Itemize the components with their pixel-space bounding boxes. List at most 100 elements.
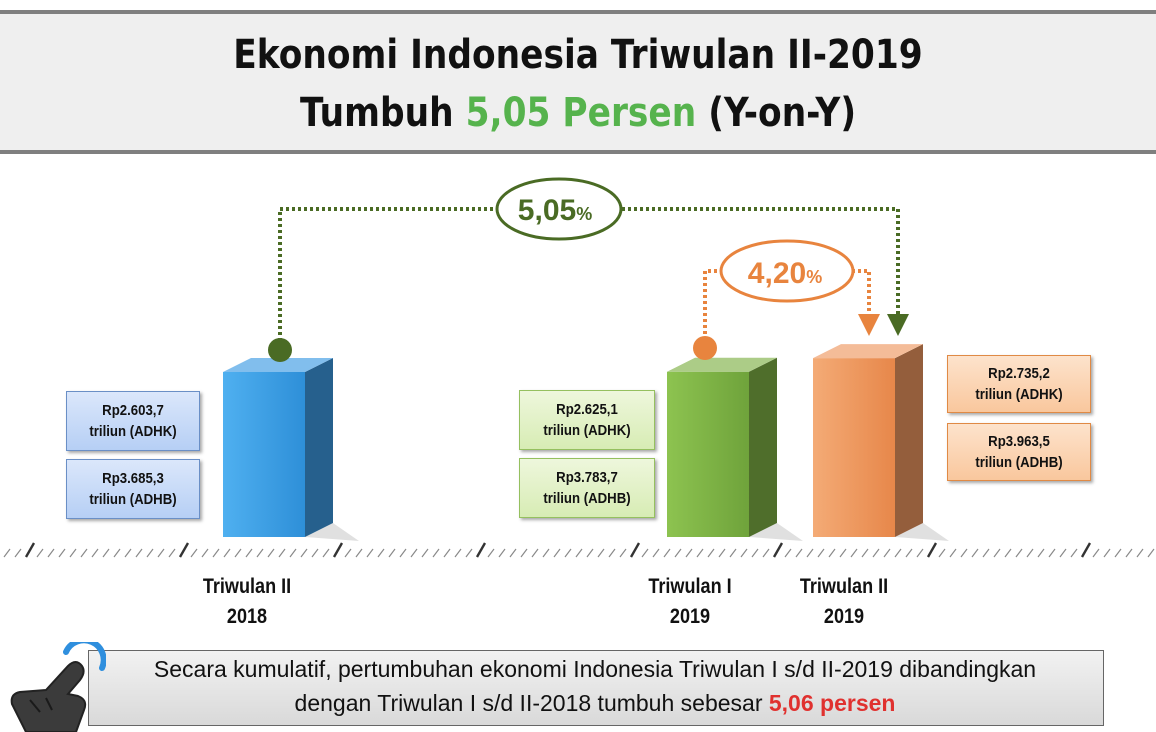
bar-shadow (749, 523, 803, 541)
connector-start-dot (268, 338, 292, 362)
floor-tick (69, 548, 77, 558)
adhk-value: Rp2.603,7 (102, 402, 164, 419)
floor-tick (344, 548, 352, 558)
floor-tick (388, 548, 396, 558)
growth-label-5-05: 5,05% (518, 194, 592, 227)
bar-front (813, 358, 895, 537)
floor-tick (135, 548, 143, 558)
connector-arrowhead (887, 314, 909, 336)
floor-tick (465, 548, 473, 558)
floor-tick (1125, 548, 1133, 558)
floor-tick (487, 548, 495, 558)
floor-tick (784, 548, 792, 558)
title-suffix: (Y-on-Y) (708, 90, 857, 136)
adhb-value: Rp3.963,5 (988, 433, 1050, 450)
floor-tick (36, 548, 44, 558)
adhk-unit: triliun (ADHK) (89, 423, 177, 440)
adhb-value: Rp3.783,7 (556, 469, 618, 486)
floor-tick (608, 548, 616, 558)
floor-tick (267, 548, 275, 558)
floor-tick (905, 548, 913, 558)
floor-tick (772, 542, 784, 558)
floor-tick (542, 548, 550, 558)
title-highlight: 5,05 Persen (465, 90, 697, 136)
growth-unit: % (806, 267, 822, 287)
floor-tick (718, 548, 726, 558)
floor-tick (443, 548, 451, 558)
note-line-2: dengan Triwulan I s/d II-2018 tumbuh seb… (88, 686, 1102, 720)
floor-line (3, 542, 1155, 558)
floor-tick (300, 548, 308, 558)
adhb-value: Rp3.685,3 (102, 470, 164, 487)
floor-tick (586, 548, 594, 558)
floor-tick (1103, 548, 1111, 558)
floor-tick (762, 548, 770, 558)
floor-tick (982, 548, 990, 558)
floor-tick (806, 548, 814, 558)
growth-badge-5-05 (495, 177, 623, 241)
category-label-q2-2018: Triwulan II 2018 (195, 572, 298, 632)
bar-0 (223, 358, 359, 541)
floor-tick (80, 548, 88, 558)
floor-tick (168, 548, 176, 558)
floor-tick (1004, 548, 1012, 558)
floor-tick (641, 548, 649, 558)
floor-tick (850, 548, 858, 558)
adhb-box-q2-2019: Rp3.963,5 triliun (ADHB) (947, 423, 1091, 481)
growth-label-4-20: 4,20% (748, 257, 822, 290)
bar-top (223, 358, 333, 372)
floor-tick (1080, 542, 1092, 558)
floor-tick (926, 542, 938, 558)
cumulative-note: Secara kumulatif, pertumbuhan ekonomi In… (88, 652, 1102, 720)
floor-tick (47, 548, 55, 558)
floor-tick (696, 548, 704, 558)
note-line-2-text: dengan Triwulan I s/d II-2018 tumbuh seb… (294, 690, 763, 716)
floor-tick (971, 548, 979, 558)
floor-tick (674, 548, 682, 558)
floor-tick (421, 548, 429, 558)
floor-tick (102, 548, 110, 558)
floor-tick (355, 548, 363, 558)
floor-tick (399, 548, 407, 558)
floor-tick (861, 548, 869, 558)
floor-tick (157, 548, 165, 558)
floor-tick (113, 548, 121, 558)
category-name: Triwulan II (202, 575, 292, 598)
category-label-q2-2019: Triwulan II 2019 (792, 572, 895, 632)
floor-tick (707, 548, 715, 558)
adhk-box-q2-2019: Rp2.735,2 triliun (ADHK) (947, 355, 1091, 413)
bar-side (895, 344, 923, 537)
floor-tick (740, 548, 748, 558)
floor-tick (839, 548, 847, 558)
note-highlight: 5,06 persen (768, 690, 896, 716)
floor-tick (201, 548, 209, 558)
category-label-q1-2019: Triwulan I 2019 (638, 572, 741, 632)
category-name: Triwulan II (799, 575, 889, 598)
adhk-value: Rp2.735,2 (988, 365, 1050, 382)
bar-2 (813, 344, 949, 541)
floor-tick (894, 548, 902, 558)
floor-tick (223, 548, 231, 558)
adhb-box-q2-2018: Rp3.685,3 triliun (ADHB) (66, 459, 200, 519)
adhk-value: Rp2.625,1 (556, 401, 618, 418)
floor-tick (1037, 548, 1045, 558)
floor-tick (883, 548, 891, 558)
floor-tick (410, 548, 418, 558)
floor-tick (531, 548, 539, 558)
adhk-box-q1-2019: Rp2.625,1 triliun (ADHK) (519, 390, 655, 450)
floor-tick (1059, 548, 1067, 558)
page-title: Ekonomi Indonesia Triwulan II-2019 (233, 32, 923, 78)
floor-tick (663, 548, 671, 558)
floor-tick (190, 548, 198, 558)
growth-unit: % (576, 204, 592, 224)
floor-tick (245, 548, 253, 558)
floor-tick (575, 548, 583, 558)
floor-tick (432, 548, 440, 558)
category-year: 2018 (226, 605, 268, 628)
floor-tick (311, 548, 319, 558)
floor-tick (597, 548, 605, 558)
floor-tick (916, 548, 924, 558)
floor-tick (454, 548, 462, 558)
floor-tick (993, 548, 1001, 558)
